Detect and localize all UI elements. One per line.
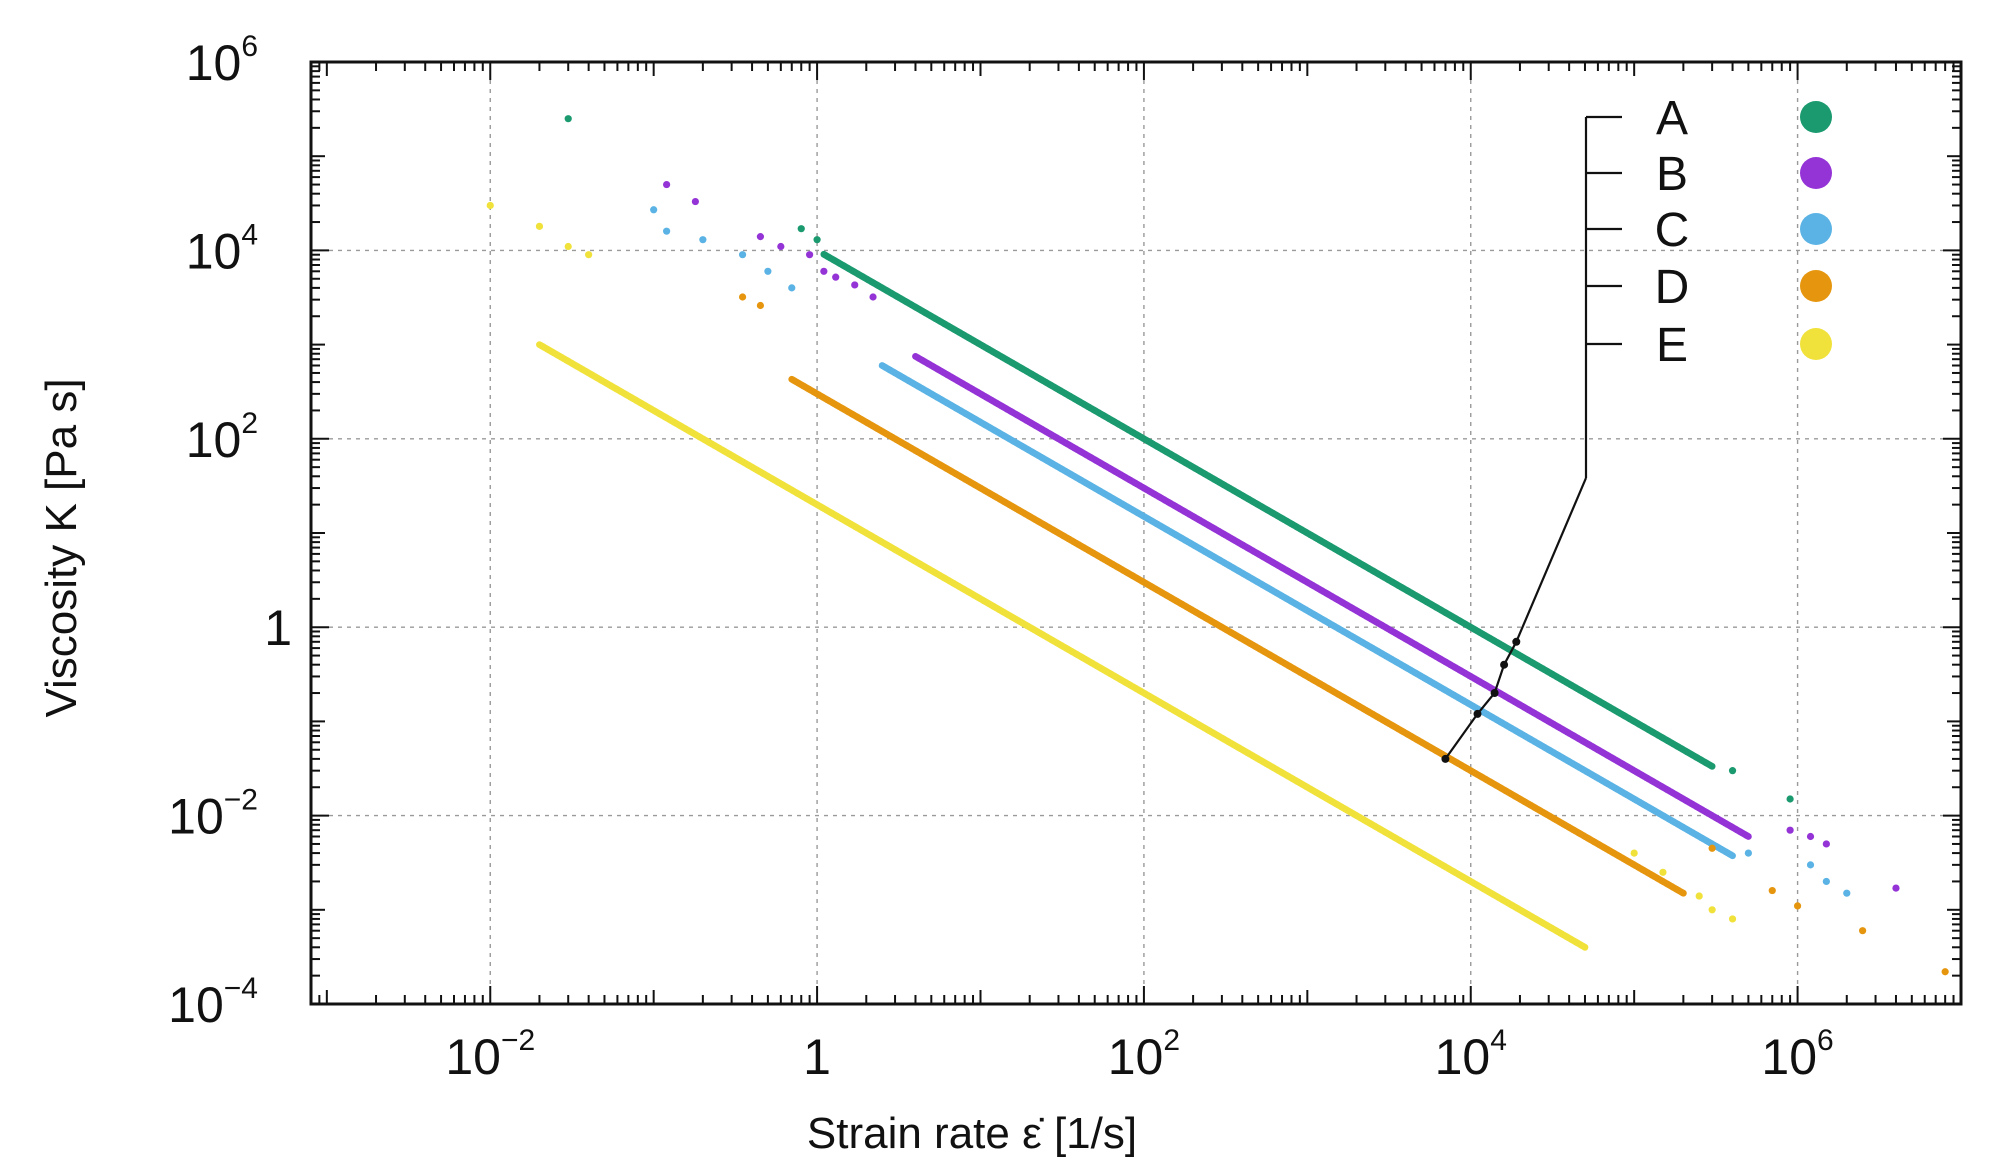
data-point xyxy=(851,281,859,289)
data-point xyxy=(1786,826,1794,834)
data-point xyxy=(699,236,707,244)
data-point xyxy=(1843,889,1851,897)
data-point xyxy=(1768,886,1776,895)
leader-point xyxy=(1490,689,1499,697)
data-point xyxy=(564,242,572,251)
data-point xyxy=(663,180,671,189)
legend-swatch xyxy=(1800,270,1832,302)
y-tick-label: 10−2 xyxy=(168,784,258,845)
legend-label: A xyxy=(1656,92,1688,145)
x-axis-label: Strain rate ε̇ [1/s] xyxy=(807,1109,1137,1158)
x-tick-labels: 10−2 1 102 104 106 xyxy=(445,1024,1833,1085)
legend-swatch xyxy=(1800,157,1832,189)
x-tick-label: 104 xyxy=(1435,1024,1507,1085)
data-point xyxy=(1679,889,1687,897)
data-point xyxy=(820,267,828,275)
data-point xyxy=(486,201,494,210)
data-point xyxy=(1728,915,1737,923)
data-point xyxy=(535,222,544,230)
data-point xyxy=(1708,844,1716,852)
data-point xyxy=(1581,943,1589,951)
data-point xyxy=(1806,832,1815,841)
y-tick-label: 106 xyxy=(186,30,258,91)
data-point xyxy=(691,197,699,206)
data-point xyxy=(1630,849,1638,857)
grid xyxy=(311,62,1961,1004)
data-point xyxy=(1822,840,1830,848)
legend-swatch xyxy=(1800,101,1832,133)
series-layer xyxy=(486,115,1949,976)
data-point xyxy=(797,225,805,233)
leader-point xyxy=(1512,637,1521,646)
data-point xyxy=(1729,852,1736,860)
minor-ticks xyxy=(310,61,1962,1005)
x-tick-label: 102 xyxy=(1108,1024,1180,1085)
series-E xyxy=(486,201,1737,951)
x-tick-label: 10−2 xyxy=(445,1024,535,1085)
data-point xyxy=(813,236,821,244)
x-tick-label: 106 xyxy=(1761,1024,1833,1085)
data-point xyxy=(1892,884,1900,892)
data-point xyxy=(650,206,658,214)
data-point xyxy=(756,233,765,241)
leader-point xyxy=(1441,754,1450,763)
data-point xyxy=(564,115,572,123)
legend-label: E xyxy=(1656,319,1688,372)
leader-point xyxy=(1473,709,1482,718)
y-tick-label: 10−4 xyxy=(168,972,258,1033)
data-point xyxy=(777,242,785,251)
data-point xyxy=(788,284,796,292)
data-point xyxy=(1793,902,1802,910)
data-point xyxy=(832,273,840,281)
data-point xyxy=(585,251,593,259)
data-point xyxy=(764,267,772,275)
legend-label: C xyxy=(1655,204,1690,257)
data-point xyxy=(1708,762,1716,770)
series-D xyxy=(738,293,1949,976)
data-point xyxy=(1728,767,1737,775)
x-tick-label: 1 xyxy=(803,1029,831,1085)
data-point xyxy=(738,251,747,259)
data-point xyxy=(738,293,747,301)
legend-swatch xyxy=(1800,213,1832,245)
y-tick-label: 104 xyxy=(186,218,258,279)
data-point xyxy=(1659,868,1667,876)
data-point xyxy=(1786,795,1794,803)
data-point xyxy=(1941,968,1949,976)
data-point xyxy=(1806,861,1815,869)
data-point xyxy=(1695,892,1703,900)
data-point xyxy=(1744,849,1752,857)
data-point xyxy=(1822,877,1830,886)
y-tick-label: 102 xyxy=(186,407,258,468)
y-tick-label: 1 xyxy=(264,600,292,656)
legend-swatch xyxy=(1800,328,1832,360)
data-point xyxy=(1744,833,1752,840)
data-point xyxy=(663,227,671,235)
series-C xyxy=(650,206,1851,897)
y-axis-label: Viscosity K [Pa s] xyxy=(37,378,86,717)
data-point xyxy=(806,251,814,259)
legend-leader-lines xyxy=(1441,477,1588,763)
y-tick-labels: 10−4 10−2 1 102 104 106 xyxy=(168,30,292,1033)
data-point xyxy=(869,293,877,301)
legend-label: D xyxy=(1655,261,1690,314)
leader-line xyxy=(1515,477,1588,643)
data-point xyxy=(756,301,765,310)
data-point xyxy=(1708,906,1716,914)
legend-label: B xyxy=(1656,148,1688,201)
series-A xyxy=(564,115,1794,803)
leader-point xyxy=(1500,660,1509,669)
data-point xyxy=(1859,927,1867,935)
